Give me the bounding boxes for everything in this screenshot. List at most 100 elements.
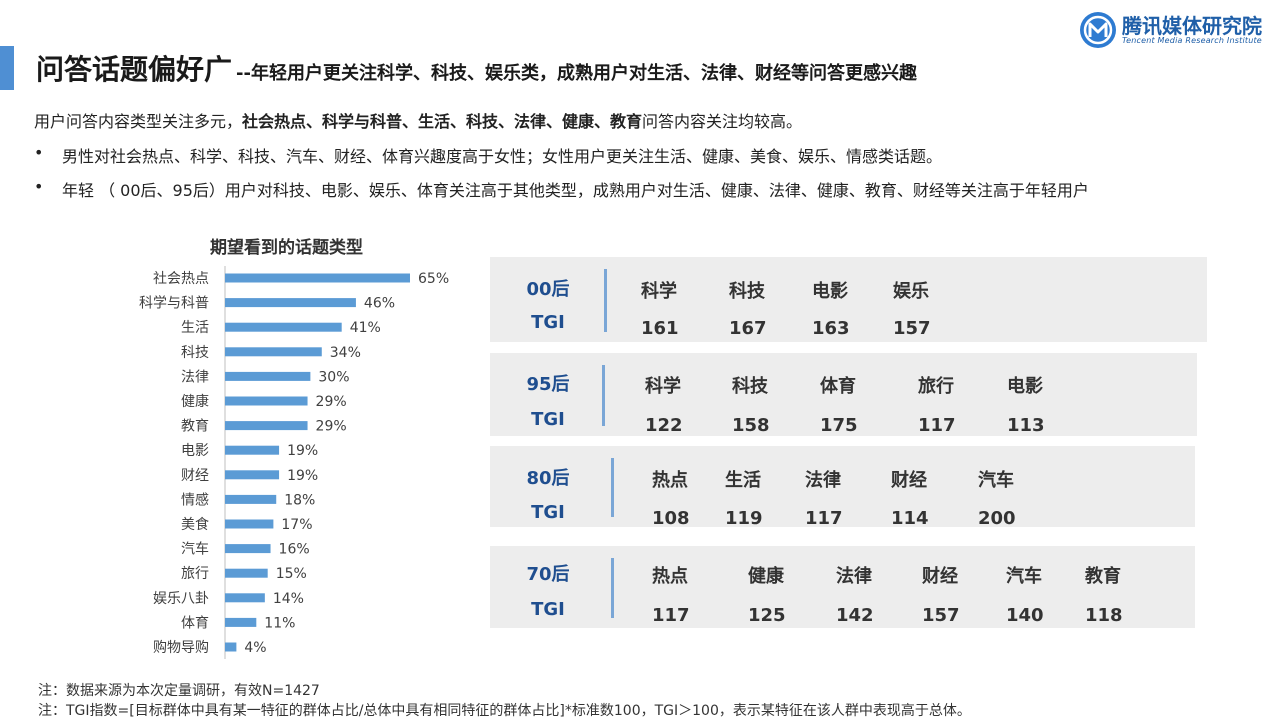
tgi-category: 科学 [641, 281, 677, 302]
topic-bar-chart: 社会热点 65% 科学与科普 46% 生活 41% 科技 34% 法律 30% 健康 29% 教育 29%… [139, 266, 449, 659]
bar [225, 470, 280, 480]
title-accent-bar [0, 46, 14, 90]
tgi-age-group: 70后 [526, 564, 570, 585]
bar [225, 347, 322, 357]
tgi-index-label: TGI [531, 409, 565, 430]
brand-logo-english: Tencent Media Research Institute [1122, 36, 1262, 45]
bar [225, 568, 268, 578]
tgi-value: 157 [893, 318, 931, 339]
category-label: 法律 [181, 369, 209, 385]
tgi-value: 117 [652, 605, 690, 626]
tgi-category: 法律 [805, 470, 841, 491]
brand-logo: 腾讯媒体研究院 Tencent Media Research Institute [1078, 8, 1270, 50]
tgi-category: 娱乐 [893, 281, 929, 302]
tgi-value: 119 [725, 508, 763, 529]
category-label: 教育 [181, 419, 209, 435]
tgi-age-group: 00后 [526, 279, 570, 300]
tgi-value: 114 [891, 508, 929, 529]
tgi-value: 108 [652, 508, 690, 529]
bullet-dot: • [34, 143, 44, 162]
tgi-category: 体育 [820, 376, 856, 397]
tgi-card [490, 353, 1197, 436]
tgi-value: 167 [729, 318, 767, 339]
tgi-category: 财经 [891, 470, 927, 491]
bullet-dot: • [34, 177, 44, 196]
bullet-text: 男性对社会热点、科学、科技、汽车、财经、体育兴趣度高于女性；女性用户更关注生活、… [62, 147, 943, 166]
tgi-value: 142 [836, 605, 874, 626]
bar [225, 642, 237, 652]
tgi-value: 157 [922, 605, 960, 626]
tgi-category: 科学 [645, 376, 681, 397]
bar [225, 519, 274, 529]
data-label: 19% [287, 468, 318, 484]
bar [225, 617, 257, 627]
category-label: 健康 [181, 393, 209, 410]
tgi-value: 161 [641, 318, 679, 339]
tgi-category: 旅行 [918, 376, 954, 397]
bullet-gender: • 男性对社会热点、科学、科技、汽车、财经、体育兴趣度高于女性；女性用户更关注生… [34, 143, 942, 167]
data-label: 29% [316, 419, 347, 435]
tgi-category: 法律 [836, 566, 872, 587]
bar [225, 494, 277, 504]
data-label: 11% [264, 615, 295, 631]
data-label: 41% [350, 320, 381, 336]
category-label: 旅行 [181, 566, 209, 582]
tgi-index-label: TGI [531, 599, 565, 620]
tgi-value: 175 [820, 415, 858, 436]
category-label: 美食 [181, 516, 209, 533]
category-label: 购物导购 [153, 640, 209, 656]
tgi-card [490, 546, 1195, 628]
tgi-category: 生活 [725, 470, 761, 491]
data-label: 17% [281, 517, 312, 533]
data-label: 15% [276, 566, 307, 582]
brand-logo-icon [1080, 12, 1116, 48]
tgi-category: 电影 [1007, 376, 1043, 397]
tgi-divider [611, 458, 614, 517]
category-label: 体育 [181, 615, 209, 631]
tgi-value: 122 [645, 415, 683, 436]
bar [225, 371, 311, 381]
tgi-category: 教育 [1085, 566, 1121, 587]
category-label: 娱乐八卦 [153, 591, 209, 607]
tgi-value: 140 [1006, 605, 1044, 626]
data-label: 19% [287, 443, 318, 459]
tgi-category: 汽车 [978, 470, 1014, 491]
tgi-divider [602, 365, 605, 426]
data-label: 14% [273, 591, 304, 607]
bar [225, 593, 265, 603]
tgi-category: 热点 [652, 566, 688, 587]
data-label: 29% [316, 394, 347, 410]
tgi-value: 163 [812, 318, 850, 339]
tgi-category: 电影 [812, 281, 848, 302]
tgi-category: 热点 [652, 470, 688, 491]
tgi-value: 200 [978, 508, 1016, 529]
bar [225, 421, 308, 431]
category-label: 情感 [181, 491, 209, 508]
brand-logo-name: 腾讯媒体研究院 [1122, 14, 1262, 38]
bullet-age: • 年轻 （ 00后、95后）用户对科技、电影、娱乐、体育关注高于其他类型，成熟… [34, 177, 1089, 201]
tgi-category: 财经 [922, 566, 958, 587]
bar [225, 273, 410, 283]
category-label: 电影 [181, 443, 209, 459]
tgi-index-label: TGI [531, 312, 565, 333]
intro-suffix: 问答内容关注均较高。 [642, 112, 803, 131]
category-label: 生活 [181, 320, 209, 336]
tgi-value: 117 [918, 415, 956, 436]
tgi-value: 118 [1085, 605, 1123, 626]
category-label: 财经 [181, 468, 209, 484]
tgi-divider [604, 269, 607, 332]
data-label: 4% [244, 640, 266, 656]
tgi-category: 汽车 [1006, 566, 1042, 587]
footnote-source: 注：数据来源为本次定量调研，有效N=1427 [38, 683, 320, 699]
bar [225, 544, 271, 554]
category-label: 社会热点 [153, 271, 209, 287]
tgi-category: 健康 [748, 566, 784, 587]
data-label: 65% [418, 271, 449, 287]
data-label: 46% [364, 296, 395, 312]
intro-text: 用户问答内容类型关注多元，社会热点、科学与科普、生活、科技、法律、健康、教育问答… [34, 108, 802, 132]
category-label: 汽车 [181, 541, 209, 558]
tgi-card [490, 446, 1195, 527]
category-label: 科学与科普 [139, 296, 209, 312]
bullet-text: 年轻 （ 00后、95后）用户对科技、电影、娱乐、体育关注高于其他类型，成熟用户… [62, 181, 1089, 200]
data-label: 18% [284, 492, 315, 508]
